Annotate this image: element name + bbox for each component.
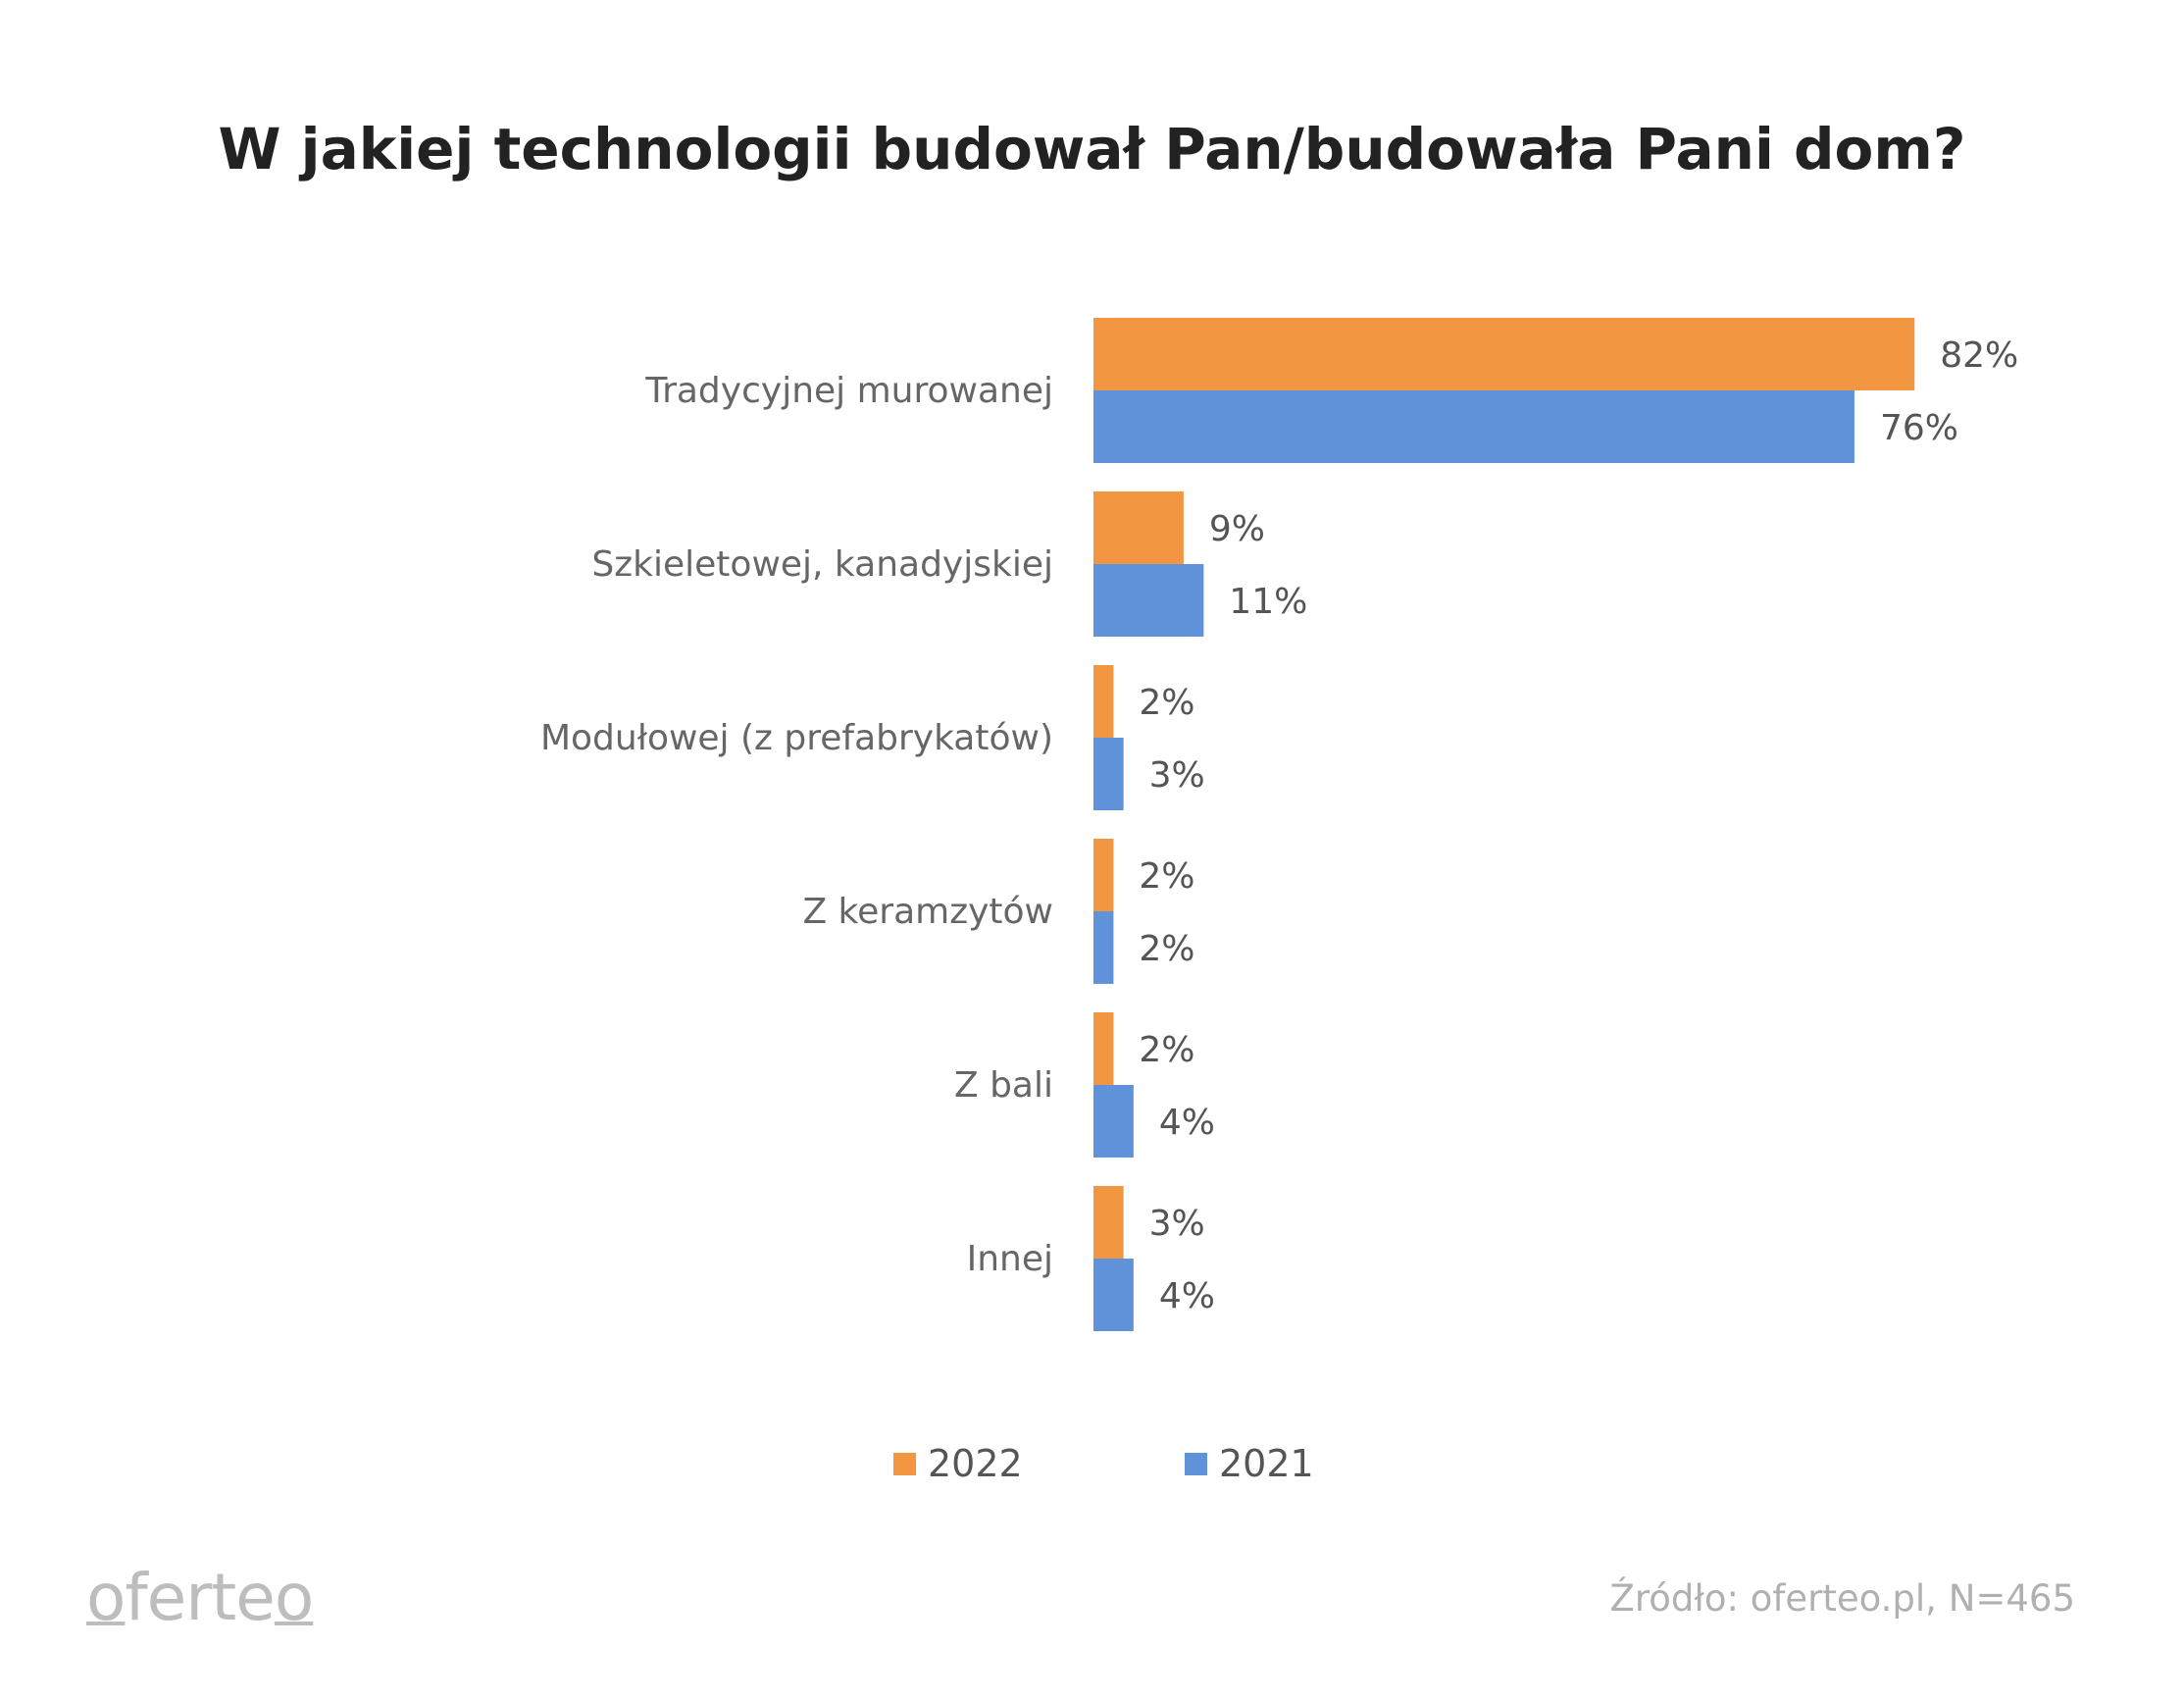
bar-2022: [1093, 1012, 1114, 1085]
data-label: 4%: [1159, 1103, 1215, 1143]
category-label: Modułowej (z prefabrykatów): [540, 718, 1053, 758]
data-label: 4%: [1159, 1276, 1215, 1316]
legend-swatch: [893, 1452, 916, 1475]
data-label: 2%: [1139, 1030, 1194, 1070]
bar-2022: [1093, 839, 1114, 911]
chart-title: W jakiej technologii budował Pan/budował…: [218, 116, 1966, 182]
legend-item-2022: 2022: [893, 1442, 1023, 1485]
data-label: 2%: [1139, 856, 1194, 897]
data-label: 9%: [1209, 509, 1265, 549]
bar-2022: [1093, 665, 1114, 738]
source-note: Źródło: oferteo.pl, N=465: [1609, 1577, 2076, 1620]
data-label: 2%: [1139, 929, 1194, 969]
bar-2021: [1093, 564, 1204, 637]
data-label: 11%: [1229, 582, 1307, 622]
category-label: Z bali: [954, 1065, 1053, 1106]
data-label: 3%: [1149, 755, 1205, 796]
legend-label: 2022: [928, 1442, 1023, 1485]
legend-label: 2021: [1219, 1442, 1314, 1485]
data-label: 3%: [1149, 1204, 1205, 1244]
legend-swatch: [1185, 1452, 1207, 1475]
bar-2021: [1093, 390, 1854, 463]
bar-2022: [1093, 318, 1915, 390]
category-label: Innej: [967, 1239, 1053, 1279]
category-label: Z keramzytów: [802, 892, 1053, 932]
category-label: Tradycyjnej murowanej: [644, 371, 1053, 411]
bar-2021: [1093, 911, 1114, 984]
data-label: 2%: [1139, 683, 1194, 723]
bar-2022: [1093, 491, 1184, 564]
oferteo-logo: oferteo: [86, 1560, 314, 1635]
bar-2021: [1093, 1259, 1134, 1331]
data-label: 76%: [1880, 408, 1958, 448]
category-label: Szkieletowej, kanadyjskiej: [591, 544, 1053, 585]
bar-2022: [1093, 1186, 1124, 1259]
data-label: 82%: [1940, 335, 2018, 376]
bar-2021: [1093, 1085, 1134, 1158]
legend-item-2021: 2021: [1185, 1442, 1314, 1485]
bar-2021: [1093, 738, 1124, 810]
